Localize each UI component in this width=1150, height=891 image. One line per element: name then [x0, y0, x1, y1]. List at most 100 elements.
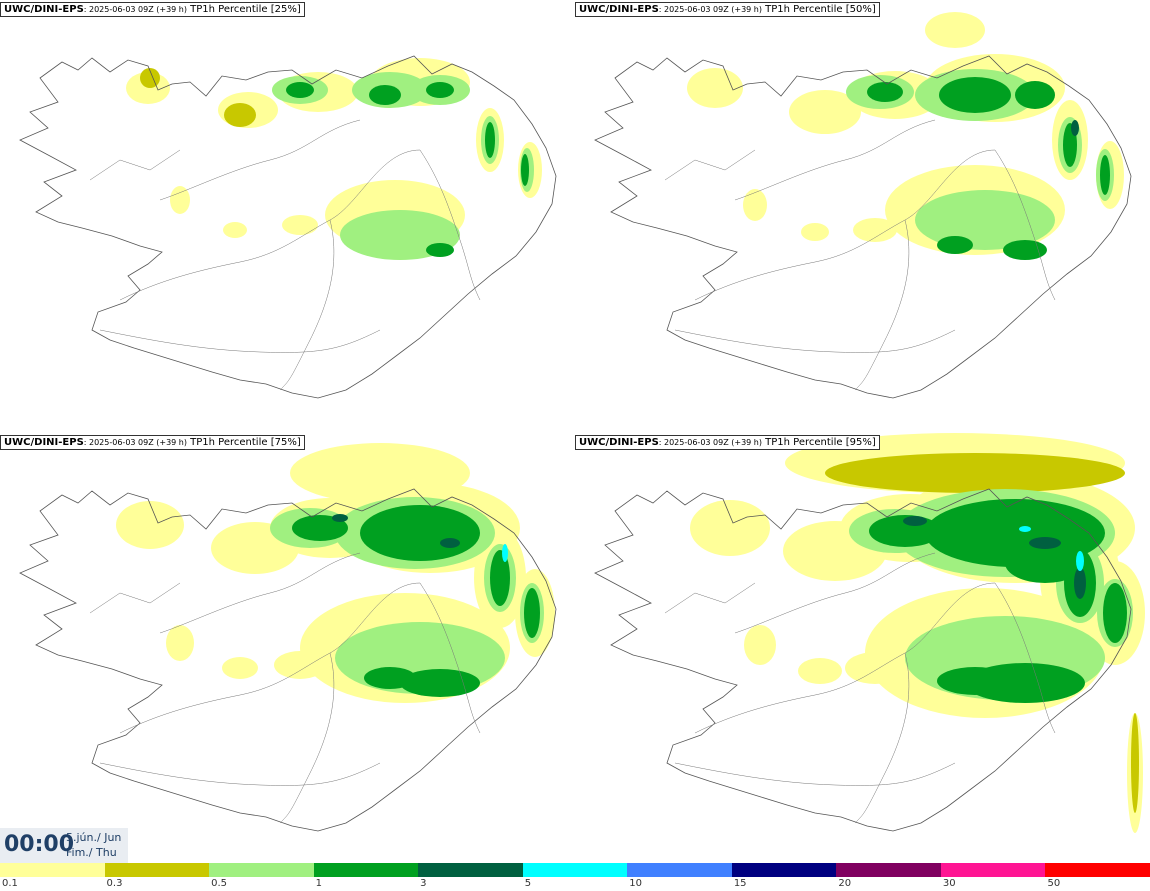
precip-map	[594, 433, 1145, 833]
colorbar-tick-label: 15	[733, 878, 747, 889]
precip-area	[502, 544, 508, 562]
precip-area	[915, 190, 1055, 250]
precip-area	[282, 215, 318, 235]
colorbar-tick-label: 10	[629, 878, 642, 889]
colorbar-tick-label: 1	[315, 878, 322, 889]
road-line	[119, 582, 421, 734]
colorbar-swatch	[1045, 863, 1150, 877]
road-line	[664, 582, 756, 614]
colorbar-legend: 0.1 0.3 0.5 1 3 5 10 15 20 30 50	[0, 863, 1150, 891]
road-line	[99, 329, 381, 353]
panel-title: UWC/DINI-EPS: 2025-06-03 09Z (+39 h) TP1…	[0, 435, 305, 450]
colorbar-swatch	[731, 863, 837, 877]
precip-area	[687, 68, 743, 108]
valid-time-box: 00:00 5.jún./ Jun Fim./ Thu	[0, 828, 128, 863]
colorbar-swatch	[836, 863, 942, 877]
road-line	[419, 149, 481, 301]
road-line	[854, 652, 910, 824]
coastline	[594, 55, 1132, 399]
colorbar-tick-label: 3	[420, 878, 427, 889]
precip-area	[166, 625, 194, 661]
precip-area	[490, 550, 510, 606]
precip-area	[524, 588, 540, 638]
precip-area	[292, 515, 348, 541]
precip-area	[744, 625, 776, 665]
panel-bottom-right: UWC/DINI-EPS: 2025-06-03 09Z (+39 h) TP1…	[575, 433, 1150, 863]
precip-area	[853, 218, 897, 242]
precip-area	[743, 189, 767, 221]
road-line	[694, 582, 996, 734]
colorbar-tick-label: 5	[524, 878, 532, 889]
colorbar-tick-label: 0.1	[2, 878, 18, 889]
precip-area	[286, 82, 314, 98]
road-line	[159, 552, 361, 634]
precip-area	[825, 453, 1125, 493]
road-line	[674, 762, 956, 786]
panel-title: UWC/DINI-EPS: 2025-06-03 09Z (+39 h) TP1…	[0, 2, 305, 17]
precip-area	[400, 669, 480, 697]
road-line	[694, 149, 996, 301]
road-line	[89, 582, 181, 614]
panel-top-right: UWC/DINI-EPS: 2025-06-03 09Z (+39 h) TP1…	[575, 0, 1150, 430]
colorbar-tick-label: 20	[838, 878, 852, 889]
road-line	[994, 582, 1056, 734]
precip-area	[1003, 240, 1047, 260]
colorbar-swatch	[940, 863, 1046, 877]
precip-area	[274, 651, 326, 679]
precip-area	[485, 122, 495, 158]
coastline	[19, 488, 557, 832]
coastline	[594, 488, 1132, 832]
precip-area	[364, 667, 416, 689]
road-line	[854, 219, 910, 391]
precip-area	[867, 82, 903, 102]
colorbar-swatch	[522, 863, 628, 877]
precip-area	[1015, 81, 1055, 109]
road-line	[734, 552, 936, 634]
panel-title: UWC/DINI-EPS: 2025-06-03 09Z (+39 h) TP1…	[575, 2, 880, 17]
precip-area	[369, 85, 401, 105]
panel-top-left: UWC/DINI-EPS: 2025-06-03 09Z (+39 h) TP1…	[0, 0, 575, 430]
valid-time-clock: 00:00	[4, 832, 75, 857]
precip-area	[690, 500, 770, 556]
colorbar-swatch	[104, 863, 210, 877]
panel-title: UWC/DINI-EPS: 2025-06-03 09Z (+39 h) TP1…	[575, 435, 880, 450]
precip-area	[801, 223, 829, 241]
coastline	[19, 55, 557, 399]
road-line	[734, 119, 936, 201]
precip-area	[1076, 551, 1084, 571]
road-line	[674, 329, 956, 353]
precip-area	[360, 505, 480, 561]
colorbar-tick-label: 0.5	[211, 878, 227, 889]
precip-area	[937, 667, 1013, 695]
precip-area	[925, 12, 985, 48]
precip-area	[939, 77, 1011, 113]
road-line	[279, 652, 335, 824]
valid-date: 5.jún./ Jun	[66, 831, 122, 844]
precip-area	[426, 243, 454, 257]
road-line	[119, 149, 421, 301]
precip-map	[19, 443, 557, 832]
road-line	[99, 762, 381, 786]
colorbar-swatch	[209, 863, 315, 877]
colorbar-tick-label: 0.3	[106, 878, 123, 889]
colorbar-swatch	[0, 863, 106, 877]
precip-area	[1100, 155, 1110, 195]
precip-area	[290, 443, 470, 503]
precip-area	[1074, 567, 1086, 599]
precip-area	[937, 236, 973, 254]
road-line	[994, 149, 1056, 301]
precip-area	[1103, 583, 1127, 643]
precip-area	[845, 652, 905, 684]
precip-area	[440, 538, 460, 548]
road-line	[89, 149, 181, 181]
panel-bottom-left: UWC/DINI-EPS: 2025-06-03 09Z (+39 h) TP1…	[0, 433, 575, 863]
precip-area	[332, 514, 348, 522]
precip-area	[223, 222, 247, 238]
road-line	[419, 582, 481, 734]
valid-weekday: Fim./ Thu	[66, 846, 117, 859]
colorbar-tick-label: 30	[942, 878, 956, 889]
precip-area	[903, 516, 927, 526]
precip-area	[170, 186, 190, 214]
road-line	[279, 219, 335, 391]
precip-area	[1029, 537, 1061, 549]
